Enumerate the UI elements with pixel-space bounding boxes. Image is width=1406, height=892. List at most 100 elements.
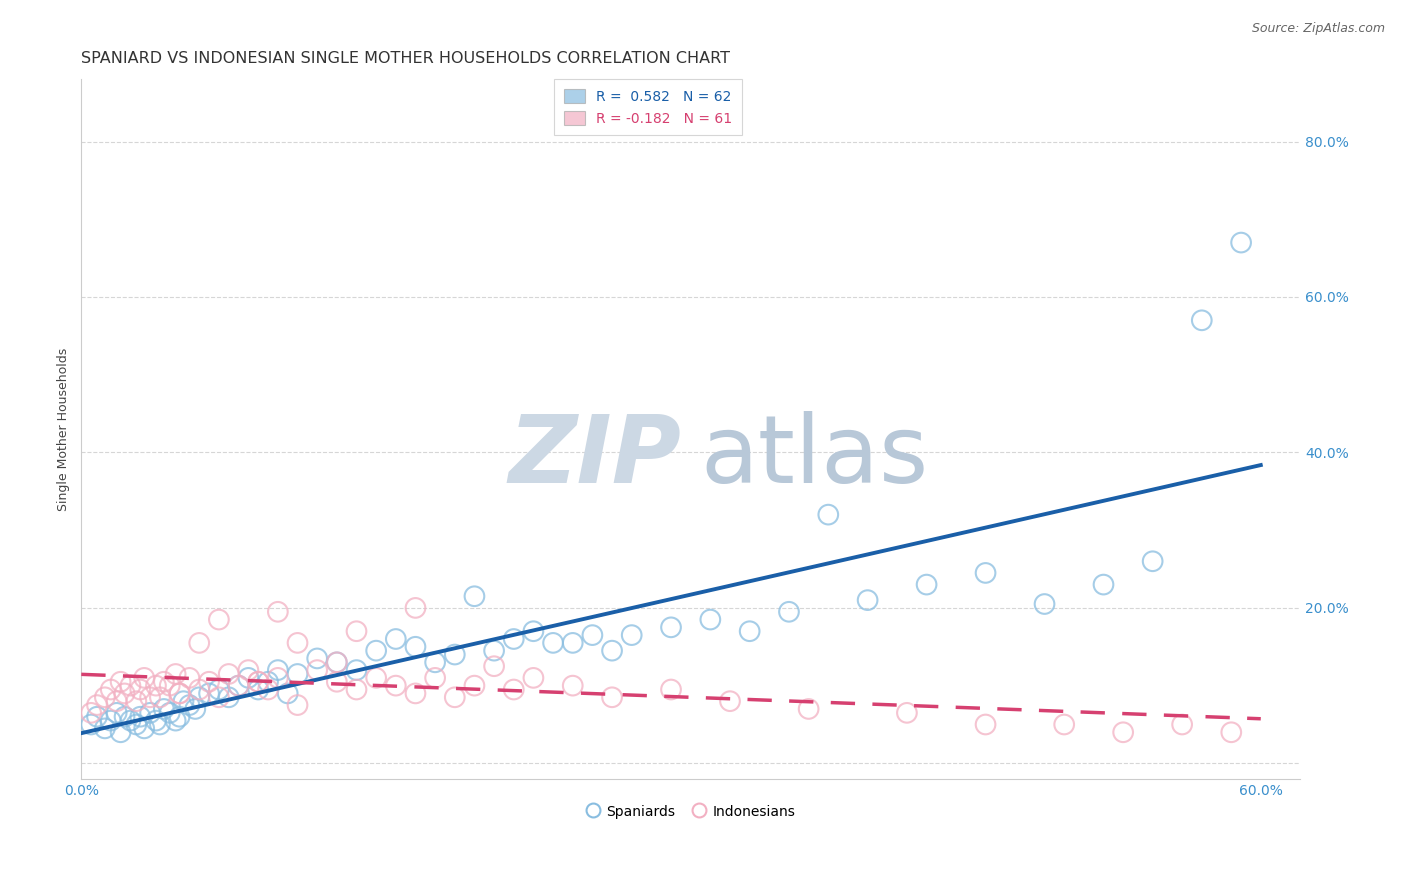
Point [208, 690, 231, 705]
Point [149, 717, 172, 731]
Point [405, 640, 427, 654]
Point [153, 702, 176, 716]
Point [173, 694, 195, 708]
Point [114, 686, 136, 700]
Point [94, 722, 117, 736]
Point [247, 682, 270, 697]
Point [659, 620, 682, 634]
Point [120, 714, 142, 728]
Point [267, 605, 290, 619]
Legend: Spaniards, Indonesians: Spaniards, Indonesians [581, 799, 801, 824]
Point [1142, 554, 1164, 568]
Point [238, 671, 260, 685]
Point [405, 686, 427, 700]
Point [620, 628, 643, 642]
Point [385, 632, 408, 646]
Point [522, 624, 544, 639]
Point [896, 706, 918, 720]
Point [482, 659, 505, 673]
Point [218, 667, 240, 681]
Point [974, 566, 997, 580]
Point [86, 698, 108, 712]
Point [307, 651, 329, 665]
Point [208, 613, 231, 627]
Point [561, 636, 583, 650]
Point [974, 717, 997, 731]
Point [267, 671, 290, 685]
Point [110, 725, 132, 739]
Point [1191, 313, 1213, 327]
Point [184, 702, 207, 716]
Point [718, 694, 741, 708]
Point [482, 643, 505, 657]
Point [287, 636, 309, 650]
Point [86, 710, 108, 724]
Point [159, 679, 181, 693]
Text: ZIP: ZIP [508, 411, 681, 503]
Point [105, 706, 128, 720]
Point [218, 690, 240, 705]
Text: SPANIARD VS INDONESIAN SINGLE MOTHER HOUSEHOLDS CORRELATION CHART: SPANIARD VS INDONESIAN SINGLE MOTHER HOU… [82, 51, 730, 66]
Point [188, 682, 211, 697]
Point [1092, 577, 1115, 591]
Point [134, 671, 156, 685]
Point [169, 710, 191, 724]
Point [287, 667, 309, 681]
Point [522, 671, 544, 685]
Point [129, 710, 152, 724]
Point [346, 663, 368, 677]
Point [228, 679, 250, 693]
Point [346, 624, 368, 639]
Point [366, 643, 388, 657]
Point [1033, 597, 1056, 611]
Point [1053, 717, 1076, 731]
Point [145, 679, 167, 693]
Point [165, 667, 187, 681]
Point [179, 698, 201, 712]
Point [188, 636, 211, 650]
Point [600, 690, 623, 705]
Point [134, 722, 156, 736]
Point [1230, 235, 1253, 250]
Point [326, 674, 349, 689]
Point [856, 593, 879, 607]
Text: Source: ZipAtlas.com: Source: ZipAtlas.com [1251, 22, 1385, 36]
Point [1171, 717, 1194, 731]
Point [110, 674, 132, 689]
Text: atlas: atlas [700, 411, 929, 503]
Point [129, 682, 152, 697]
Point [94, 690, 117, 705]
Point [257, 674, 280, 689]
Point [169, 686, 191, 700]
Point [105, 694, 128, 708]
Point [80, 706, 103, 720]
Point [443, 690, 465, 705]
Point [188, 690, 211, 705]
Point [80, 717, 103, 731]
Point [385, 679, 408, 693]
Point [817, 508, 839, 522]
Point [423, 656, 446, 670]
Point [797, 702, 820, 716]
Point [139, 706, 162, 720]
Point [120, 679, 142, 693]
Point [145, 714, 167, 728]
Point [100, 682, 122, 697]
Point [100, 714, 122, 728]
Point [541, 636, 564, 650]
Point [125, 694, 148, 708]
Point [581, 628, 603, 642]
Point [307, 663, 329, 677]
Point [165, 714, 187, 728]
Point [153, 674, 176, 689]
Point [561, 679, 583, 693]
Point [198, 674, 221, 689]
Point [247, 674, 270, 689]
Point [257, 682, 280, 697]
Point [114, 710, 136, 724]
Point [600, 643, 623, 657]
Point [125, 717, 148, 731]
Point [287, 698, 309, 712]
Point [1220, 725, 1243, 739]
Point [139, 690, 162, 705]
